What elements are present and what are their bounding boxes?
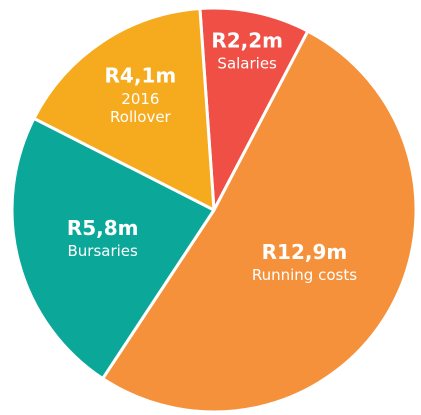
category-label: Salaries <box>217 54 277 72</box>
pie-slice <box>198 6 310 212</box>
value-label: R2,2m <box>211 28 283 52</box>
value-label: R5,8m <box>67 216 139 240</box>
category-label: Bursaries <box>68 242 139 260</box>
value-label: R12,9m <box>262 240 348 264</box>
pie-slice <box>10 116 216 381</box>
category-label: Running costs <box>252 266 357 284</box>
value-label: R4,1m <box>105 63 177 87</box>
pie-slice <box>32 6 216 212</box>
category-label-line: Rollover <box>110 107 172 125</box>
pie-slice <box>101 29 418 414</box>
category-label-line: 2016 <box>121 89 159 107</box>
category-label: 2016 Rollover <box>110 89 172 125</box>
